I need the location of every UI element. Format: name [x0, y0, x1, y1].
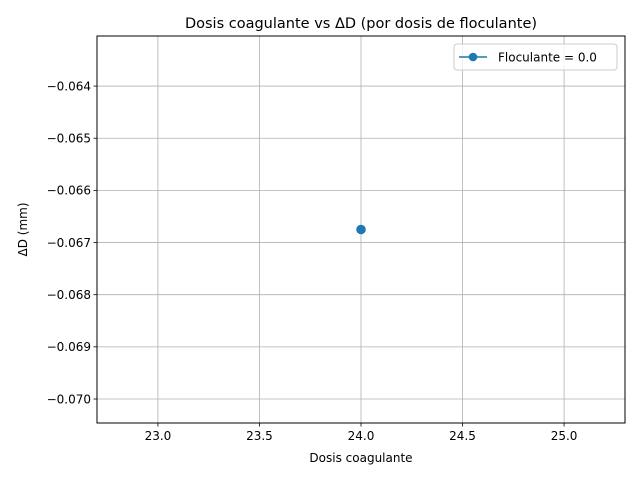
y-tick-label: −0.064 [47, 79, 91, 93]
legend-box [453, 43, 618, 71]
legend: Floculante = 0.0 [453, 43, 618, 71]
y-tick-label: −0.069 [47, 340, 91, 354]
ticks: 23.0 23.5 24.0 24.5 25.0 −0.070 −0.069 −0.068 −0… [47, 79, 578, 443]
x-tick-label: 25.0 [551, 429, 578, 443]
x-tick-label: 24.5 [449, 429, 476, 443]
legend-marker [468, 52, 478, 62]
legend-label: Floculante = 0.0 [498, 50, 597, 64]
y-tick-label: −0.070 [47, 392, 91, 406]
data-point [356, 224, 366, 235]
series-layer [356, 224, 366, 235]
x-tick-label: 23.5 [246, 429, 273, 443]
x-tick-label: 24.0 [348, 429, 375, 443]
chart-title: Dosis coagulante vs ΔD (por dosis de flo… [185, 16, 537, 32]
grid [97, 36, 625, 423]
y-tick-label: −0.066 [47, 184, 91, 198]
y-tick-label: −0.067 [47, 236, 91, 250]
y-tick-label: −0.065 [47, 132, 91, 146]
x-axis-label: Dosis coagulante [309, 451, 412, 465]
y-tick-label: −0.068 [47, 288, 91, 302]
x-tick-label: 23.0 [145, 429, 172, 443]
y-axis-label: ΔD (mm) [16, 202, 30, 256]
